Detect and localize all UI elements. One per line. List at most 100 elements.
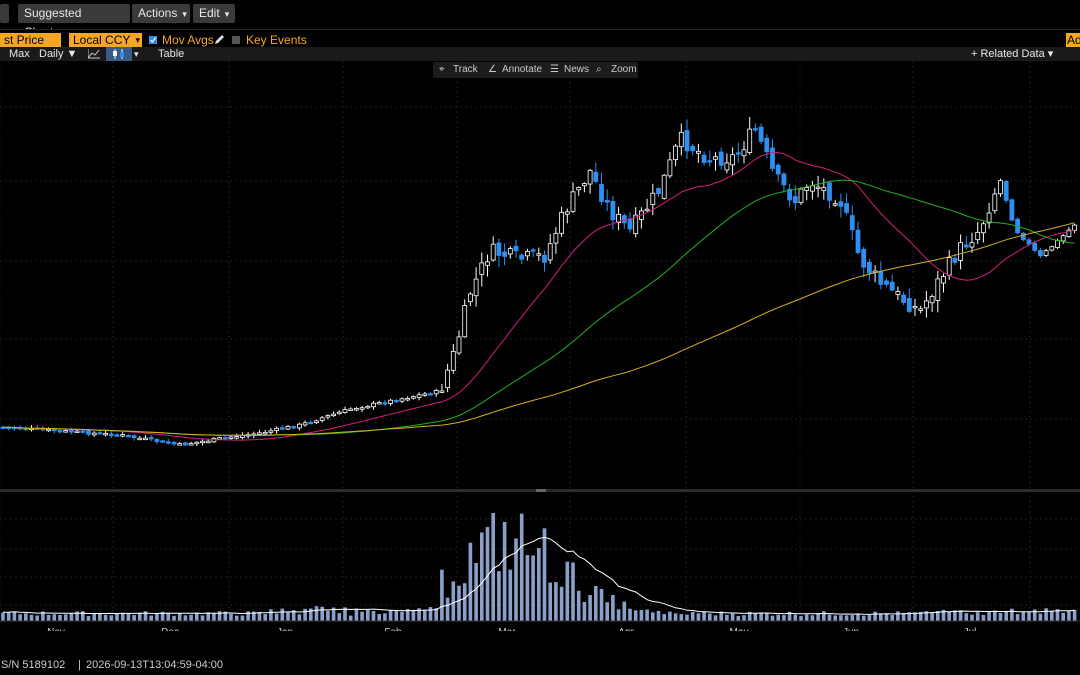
range-selector[interactable]: Max: [9, 48, 30, 60]
period-selector[interactable]: Daily ▼: [39, 48, 78, 60]
actions-button[interactable]: Actions ▾: [132, 4, 190, 23]
volume-bar: [730, 613, 735, 621]
candle-up: [1060, 235, 1066, 242]
edit-button[interactable]: Edit ▾: [193, 4, 235, 23]
volume-bar: [485, 527, 490, 621]
volume-bar: [252, 611, 256, 621]
volume-bar: [537, 548, 541, 621]
line-chart-icon[interactable]: [88, 49, 100, 59]
volume-bar: [297, 614, 302, 621]
toolbar-stub[interactable]: [0, 4, 9, 23]
candle-up: [696, 150, 701, 154]
volume-bar: [1044, 608, 1048, 621]
candle-down: [604, 199, 610, 203]
table-button[interactable]: Table: [158, 48, 185, 60]
candle-down: [171, 441, 177, 445]
candle-up: [998, 180, 1003, 195]
candle-up: [46, 428, 51, 432]
volume-bar: [195, 612, 199, 621]
volume-bar: [183, 615, 188, 621]
key-events-label[interactable]: Key Events: [246, 33, 307, 47]
volume-bar: [280, 608, 285, 621]
volume-bar: [633, 610, 638, 621]
volume-bar: [366, 609, 370, 621]
candle-up: [450, 351, 456, 371]
volume-bar: [63, 614, 68, 621]
candle-down: [165, 441, 171, 444]
volume-bar: [348, 615, 353, 621]
candle-up: [1049, 246, 1055, 251]
volume-bar: [160, 611, 165, 621]
candle-up: [941, 276, 946, 284]
volume-bar: [52, 614, 57, 621]
candle-up: [63, 430, 69, 433]
mov-avgs-label[interactable]: Mov Avgs: [162, 33, 214, 47]
volume-bar: [309, 608, 313, 621]
volume-bar: [126, 613, 131, 621]
crosshair-icon[interactable]: ⌖: [439, 64, 445, 75]
candle-up: [724, 162, 730, 171]
key-events-checkbox[interactable]: [232, 36, 240, 44]
candle-up: [200, 440, 205, 444]
candle-up: [832, 203, 838, 206]
volume-bar: [143, 611, 148, 621]
mov-avgs-checkbox[interactable]: [149, 36, 157, 44]
news-icon[interactable]: ☰: [550, 64, 559, 75]
volume-bar: [291, 610, 296, 621]
candle-up: [336, 411, 342, 415]
volume-bar: [861, 615, 866, 621]
candle-chart-icon-button[interactable]: [106, 47, 132, 61]
volume-bar: [263, 614, 267, 621]
chevron-down-icon[interactable]: ▾: [134, 49, 139, 59]
volume-bar: [12, 611, 17, 621]
volume-bar: [611, 594, 615, 621]
price-chart[interactable]: NovDecJanFebMarAprMayJunJul2025202607/10…: [0, 61, 1080, 631]
volume-bar: [177, 612, 182, 621]
volume-bar: [605, 602, 609, 621]
volume-bar: [229, 613, 233, 621]
volume-bar: [804, 614, 809, 621]
divider-handle[interactable]: [536, 489, 546, 492]
volume-bar: [844, 615, 849, 621]
candle-up: [274, 427, 280, 431]
candlestick-icon: [113, 49, 124, 59]
volume-bar: [782, 615, 786, 621]
annotate-icon[interactable]: ∠: [488, 64, 497, 75]
volume-bar: [753, 613, 758, 621]
volume-bar: [377, 613, 381, 621]
candle-up: [673, 145, 678, 161]
candle-up: [314, 420, 319, 424]
candle-down: [656, 188, 661, 194]
suggested-charts-button[interactable]: Suggested Charts▾: [18, 4, 130, 39]
candle-up: [992, 193, 998, 212]
candle-up: [376, 402, 382, 405]
candle-up: [969, 242, 975, 248]
price-field-button[interactable]: st Price: [0, 33, 61, 47]
candle-up: [120, 434, 126, 437]
candle-up: [103, 432, 108, 436]
volume-bar: [337, 613, 342, 621]
news-button[interactable]: News: [564, 64, 590, 75]
candle-up: [342, 409, 348, 413]
pencil-icon[interactable]: [214, 34, 225, 45]
volume-bar: [217, 611, 222, 621]
candle-up: [713, 156, 718, 160]
related-data-button[interactable]: + Related Data ▾: [971, 48, 1054, 60]
volume-bar: [303, 608, 307, 621]
candle-up: [986, 212, 992, 224]
candle-up: [479, 262, 485, 275]
zoom-button[interactable]: Zoom: [611, 64, 637, 75]
candle-down: [382, 402, 388, 405]
track-button[interactable]: Track: [453, 64, 478, 75]
volume-bar: [913, 612, 917, 621]
currency-dropdown[interactable]: Local CCY ▾: [69, 33, 142, 47]
zoom-icon[interactable]: ⌕: [596, 64, 602, 75]
volume-bar: [417, 608, 421, 621]
annotate-button[interactable]: Annotate: [502, 64, 543, 75]
x-axis-labels: NovDecJanFebMarAprMayJunJul2025202607/10…: [47, 627, 976, 631]
candle-down: [131, 435, 137, 439]
candle-up: [445, 369, 451, 389]
volume-bar: [936, 610, 940, 621]
volume-bar: [115, 613, 119, 621]
add-tab[interactable]: Ad: [1066, 33, 1080, 47]
